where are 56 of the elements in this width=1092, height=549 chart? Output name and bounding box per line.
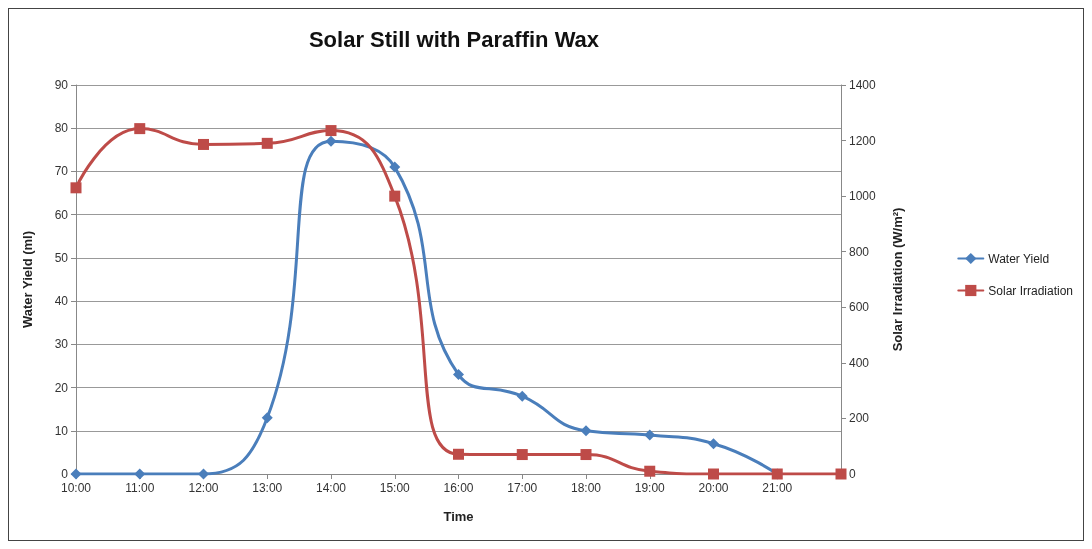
x-tick-label: 19:00 xyxy=(634,481,666,495)
x-tick-label: 21:00 xyxy=(762,481,793,495)
x-tick-label: 15:00 xyxy=(379,481,411,495)
point xyxy=(708,468,719,480)
point xyxy=(325,125,337,137)
point xyxy=(134,123,146,135)
y2-tick-label: 0 xyxy=(849,467,856,481)
y2-tick-label: 200 xyxy=(849,411,870,426)
point xyxy=(261,137,273,149)
x-tick-label: 20:00 xyxy=(698,481,729,495)
y2-tick-label: 1200 xyxy=(849,133,877,148)
y2-tick-label: 1400 xyxy=(849,78,877,92)
y-tick-label: 10 xyxy=(54,423,69,438)
y-tick-label: 40 xyxy=(54,294,69,309)
x-tick-label: 10:00 xyxy=(60,481,92,495)
point xyxy=(70,182,82,194)
x-tick-label: 11:00 xyxy=(125,481,155,495)
point xyxy=(453,448,464,460)
x-tick-label: 16:00 xyxy=(443,481,474,495)
y-tick-label: 60 xyxy=(54,207,69,222)
y2-axis-title: Solar Irradiation (W/m²) xyxy=(890,207,905,352)
y-tick-label: 30 xyxy=(54,337,69,352)
y-tick-label: 90 xyxy=(54,78,69,92)
point xyxy=(835,468,847,480)
y-tick-label: 20 xyxy=(54,380,69,395)
point xyxy=(389,161,401,173)
point xyxy=(261,412,273,424)
y-tick-label: 80 xyxy=(54,121,69,136)
x-tick-label: 14:00 xyxy=(315,481,347,495)
y-tick-label: 0 xyxy=(61,467,69,481)
legend-label: Water Yield xyxy=(988,251,1050,266)
chart-title: Solar Still with Paraffin Wax xyxy=(308,26,600,52)
point xyxy=(516,390,528,402)
y2-tick-label: 1000 xyxy=(849,189,877,204)
point xyxy=(198,468,209,480)
point xyxy=(198,138,209,150)
point xyxy=(516,449,528,461)
x-tick-label: 17:00 xyxy=(507,481,538,495)
point xyxy=(389,190,401,202)
point xyxy=(580,449,592,461)
y-tick-label: 50 xyxy=(54,250,69,265)
x-tick-label: 12:00 xyxy=(188,481,219,495)
point xyxy=(708,438,719,450)
point xyxy=(644,465,656,477)
x-axis-title: Time xyxy=(443,509,474,524)
y2-tick-label: 600 xyxy=(849,300,870,315)
y2-tick-label: 800 xyxy=(849,244,870,259)
point xyxy=(453,369,464,381)
y-tick-label: 70 xyxy=(54,164,69,179)
x-tick-label: 18:00 xyxy=(570,481,602,495)
legend-label: Solar Irradiation xyxy=(988,283,1074,298)
y2-tick-label: 400 xyxy=(849,355,870,370)
x-tick-label: 13:00 xyxy=(252,481,283,495)
point xyxy=(580,425,592,437)
point xyxy=(70,468,82,480)
y-axis-title: Water Yield (ml) xyxy=(20,230,35,329)
